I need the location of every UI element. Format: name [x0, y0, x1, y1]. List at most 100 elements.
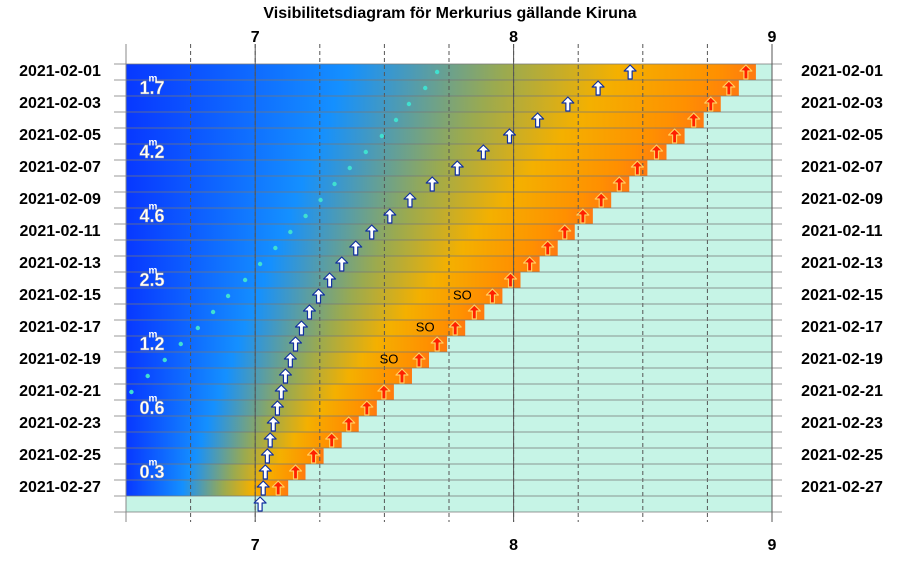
planet-rise-arrow: [591, 80, 605, 96]
dot: [210, 309, 216, 315]
planet-rise-arrow: [270, 400, 285, 416]
date-label-right: 2021-02-01: [801, 63, 883, 80]
magnitude-label: 4.2: [139, 142, 164, 162]
date-label-right: 2021-02-27: [801, 479, 883, 496]
magnitude-label: 2.5: [139, 270, 164, 290]
sky-band: [126, 176, 630, 192]
chart-title: Visibilitetsdiagram för Merkurius gällan…: [263, 5, 636, 22]
dot: [423, 85, 428, 91]
magnitude-unit: m: [149, 202, 158, 213]
sunrise-arrow: [306, 448, 321, 464]
sky-band: [126, 272, 521, 288]
dot: [178, 341, 183, 347]
sky-band: [126, 224, 575, 240]
date-label-right: 2021-02-13: [801, 255, 883, 272]
planet-rise-arrow: [288, 336, 303, 352]
planet-rise-arrow: [450, 160, 464, 176]
date-label-right: 2021-02-07: [801, 159, 883, 176]
date-label-right: 2021-02-17: [801, 319, 883, 336]
sunrise-arrow: [503, 272, 518, 288]
planet-rise-arrow: [403, 192, 417, 208]
dot: [162, 357, 167, 363]
sunrise-arrow: [630, 160, 644, 176]
date-label-left: 2021-02-01: [19, 63, 101, 80]
dot: [379, 133, 385, 139]
sky-band: [126, 416, 359, 432]
x-tick-label-top: 7: [251, 29, 260, 46]
magnitude-label: 1.2: [139, 334, 164, 354]
date-label-right: 2021-02-05: [801, 127, 883, 144]
planet-rise-arrow: [253, 496, 267, 512]
sunrise-arrow: [412, 352, 426, 368]
dot: [195, 325, 201, 331]
magnitude-label: 0.3: [139, 462, 164, 482]
sky-band: [126, 432, 342, 448]
dot: [332, 181, 337, 187]
sky-band: [126, 320, 466, 336]
dot: [318, 197, 323, 203]
sunrise-arrow: [722, 80, 736, 96]
sky-band: [126, 160, 648, 176]
sky-band: [126, 288, 503, 304]
sky-band: [126, 112, 704, 128]
dot: [393, 117, 399, 123]
sky-band: [126, 64, 756, 80]
annotation: SO: [453, 287, 472, 302]
x-tick-label-top: 8: [509, 29, 518, 46]
planet-rise-arrow: [260, 448, 274, 464]
planet-rise-arrow: [383, 208, 397, 224]
planet-rise-arrow: [349, 240, 363, 256]
magnitude-unit: m: [149, 138, 158, 149]
dot: [129, 389, 134, 395]
date-label-left: 2021-02-21: [19, 383, 101, 400]
sky-band: [126, 384, 394, 400]
date-label-right: 2021-02-21: [801, 383, 883, 400]
sunrise-arrow: [704, 96, 718, 112]
dot: [225, 293, 231, 299]
sky-band: [126, 464, 306, 480]
sunrise-arrow: [448, 320, 462, 336]
magnitude-unit: m: [149, 394, 158, 405]
sky-band: [126, 368, 412, 384]
planet-rise-arrow: [335, 256, 349, 272]
date-label-left: 2021-02-07: [19, 159, 101, 176]
x-tick-label-bottom: 9: [768, 537, 777, 554]
magnitude-unit: m: [149, 330, 158, 341]
sky-band: [126, 304, 485, 320]
sky-band: [126, 96, 721, 112]
planet-rise-arrow: [278, 368, 293, 384]
planet-rise-arrow: [302, 304, 317, 320]
date-label-left: 2021-02-05: [19, 127, 101, 144]
date-label-right: 2021-02-23: [801, 415, 883, 432]
date-label-left: 2021-02-03: [19, 95, 101, 112]
magnitude-label: 1.7: [139, 78, 164, 98]
sky-band: [126, 240, 558, 256]
planet-rise-arrow: [274, 384, 288, 400]
planet-rise-arrow: [294, 320, 309, 336]
planet-rise-arrow: [425, 176, 439, 192]
magnitude-unit: m: [149, 266, 158, 277]
planet-rise-arrow: [365, 224, 379, 240]
sky-band: [126, 208, 593, 224]
dot: [242, 277, 248, 283]
planet-rise-arrow: [256, 480, 270, 496]
sunrise-arrow: [430, 336, 444, 352]
magnitude-label: 0.6: [139, 398, 164, 418]
planet-rise-arrow: [561, 96, 575, 112]
dot: [257, 261, 263, 267]
dot: [347, 165, 352, 171]
sunrise-arrow: [558, 224, 572, 240]
date-label-right: 2021-02-11: [802, 223, 883, 240]
sunrise-arrow: [360, 400, 374, 416]
sunrise-arrow: [576, 208, 590, 224]
planet-rise-arrow: [263, 432, 277, 448]
date-label-left: 2021-02-17: [19, 319, 101, 336]
planet-rise-arrow: [258, 464, 272, 480]
date-label-left: 2021-02-11: [20, 223, 101, 240]
x-tick-label-bottom: 8: [509, 537, 518, 554]
dot: [363, 149, 368, 155]
annotation: SO: [380, 351, 399, 366]
sky-band: [126, 448, 324, 464]
sky-band: [126, 352, 430, 368]
